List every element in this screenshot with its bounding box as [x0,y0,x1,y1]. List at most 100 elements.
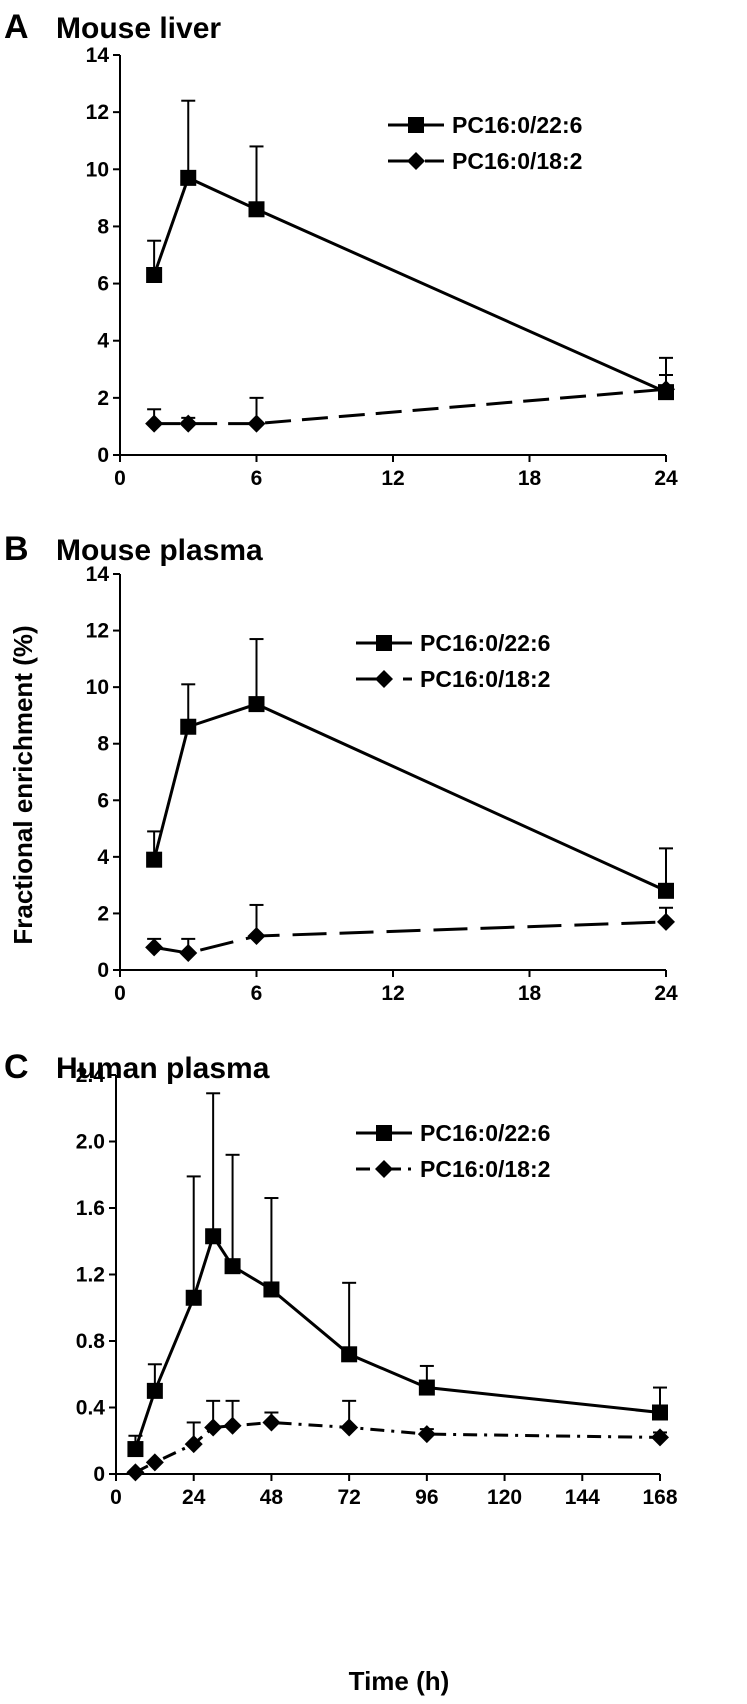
p2-s0-point [652,1404,668,1421]
p2-legend-marker-1 [375,1160,393,1178]
p1-s0-point [248,696,265,713]
p1-s1-line [153,920,667,955]
p1-legend-marker-0 [376,635,392,651]
panel-title-c: Human plasma [56,1052,270,1085]
p1-s1-point [657,912,675,931]
p2-s1-line [134,1420,661,1474]
p2-s0-point [205,1228,222,1245]
p0-y-tick-label: 12 [86,101,109,124]
p2-x-tick-label: 120 [487,1486,522,1509]
p1-legend-label-1: PC16:0/18:2 [420,666,550,692]
p1-y-tick-label: 0 [97,959,109,982]
p2-y-tick-label: 0 [93,1463,105,1486]
p1-s1-point [179,944,198,963]
p2-y-tick-label: 2.4 [76,1064,106,1087]
p1-y-tick-label: 2 [97,902,109,925]
p0-legend-marker-1 [407,152,425,170]
p0-legend-label-1: PC16:0/18:2 [452,148,582,174]
p0-s1-point [179,414,198,433]
p2-s0-point [224,1258,241,1275]
p1-s0-point [180,718,197,735]
panel-title-b: Mouse plasma [56,534,263,567]
p0-x-tick-label: 6 [251,467,263,490]
p1-legend-marker-1 [375,670,393,688]
p2-s1-point [223,1416,242,1435]
p2-x-tick-label: 96 [415,1486,438,1509]
p1-y-tick-label: 14 [86,563,110,586]
p1-x-tick-label: 0 [114,982,126,1005]
p0-s1-point [657,380,675,399]
p0-y-tick-label: 6 [97,273,109,296]
p2-s0-point [127,1441,144,1458]
p0-s0-point [180,169,197,186]
panel-letter-c: C [4,1048,29,1086]
p2-legend-label-0: PC16:0/22:6 [420,1120,550,1146]
p2-x-tick-label: 0 [110,1486,122,1509]
p2-x-tick-label: 144 [565,1486,600,1509]
p1-y-tick-label: 12 [86,620,109,643]
p0-s0-point [146,267,163,283]
p1-s0-point [658,882,674,899]
p1-y-tick-label: 4 [97,846,109,869]
p0-x-tick-label: 0 [114,467,126,490]
panel-title-a: Mouse liver [56,12,221,45]
p0-s0-point [248,201,265,218]
p2-s1-point [184,1435,203,1454]
p1-x-tick-label: 6 [251,982,263,1005]
y-axis-title: Fractional enrichment (%) [8,625,38,944]
p2-s0-point [341,1346,358,1363]
p2-s1-point [262,1413,281,1432]
panel-c: C Human plasma 0 0.4 0.8 1.2 1.6 2.0 2.4 0 24 48 7… [4,1048,678,1509]
p0-y-tick-label: 10 [86,158,109,181]
p2-x-tick-label: 72 [337,1486,360,1509]
p0-s1-point [145,414,164,433]
p0-s1-line [154,387,667,426]
p2-y-tick-label: 2.0 [76,1131,105,1154]
p1-s0-point [146,851,163,868]
p1-y-tick-label: 10 [86,676,109,699]
p0-x-tick-label: 12 [381,467,404,490]
p1-s0-line [152,702,667,893]
p0-y-tick-label: 8 [97,215,109,238]
p2-x-tick-label: 168 [642,1486,677,1509]
p2-s0-point [185,1289,202,1306]
p1-y-tick-label: 6 [97,789,109,812]
p2-s1-point [651,1428,669,1447]
p2-s0-point [263,1281,280,1298]
p0-x-tick-label: 24 [654,467,678,490]
p2-legend-label-1: PC16:0/18:2 [420,1156,550,1182]
p1-s1-point [145,938,164,957]
p2-s0-point [418,1379,435,1396]
p2-y-tick-label: 0.8 [76,1330,106,1353]
p0-s0-line [152,175,667,394]
p0-x-tick-label: 18 [518,467,542,490]
p2-x-tick-label: 48 [260,1486,284,1509]
p2-s1-point [340,1418,359,1437]
p2-s1-point [126,1463,145,1482]
p2-y-tick-label: 1.2 [76,1264,105,1287]
p1-x-tick-label: 12 [381,982,404,1005]
x-axis-title: Time (h) [349,1666,450,1696]
p1-s1-point [247,927,266,946]
p0-y-tick-label: 2 [97,387,109,410]
p2-s1-point [417,1425,436,1444]
p0-legend-label-0: PC16:0/22:6 [452,112,582,138]
p2-y-tick-label: 1.6 [76,1197,105,1220]
p0-s1-point [247,414,266,433]
panel-letter-a: A [4,8,29,46]
p1-x-tick-label: 18 [518,982,542,1005]
p1-legend-label-0: PC16:0/22:6 [420,630,550,656]
p0-y-tick-label: 14 [86,44,110,67]
panel-letter-b: B [4,530,29,568]
p2-s0-point [146,1382,163,1399]
p1-y-tick-label: 8 [97,733,109,756]
p2-s1-point [204,1418,223,1437]
p2-x-tick-label: 24 [182,1486,206,1509]
p2-y-tick-label: 0.4 [76,1397,106,1420]
p2-legend-marker-0 [376,1125,392,1141]
p0-y-tick-label: 0 [97,444,109,467]
p2-s1-point [145,1453,164,1472]
